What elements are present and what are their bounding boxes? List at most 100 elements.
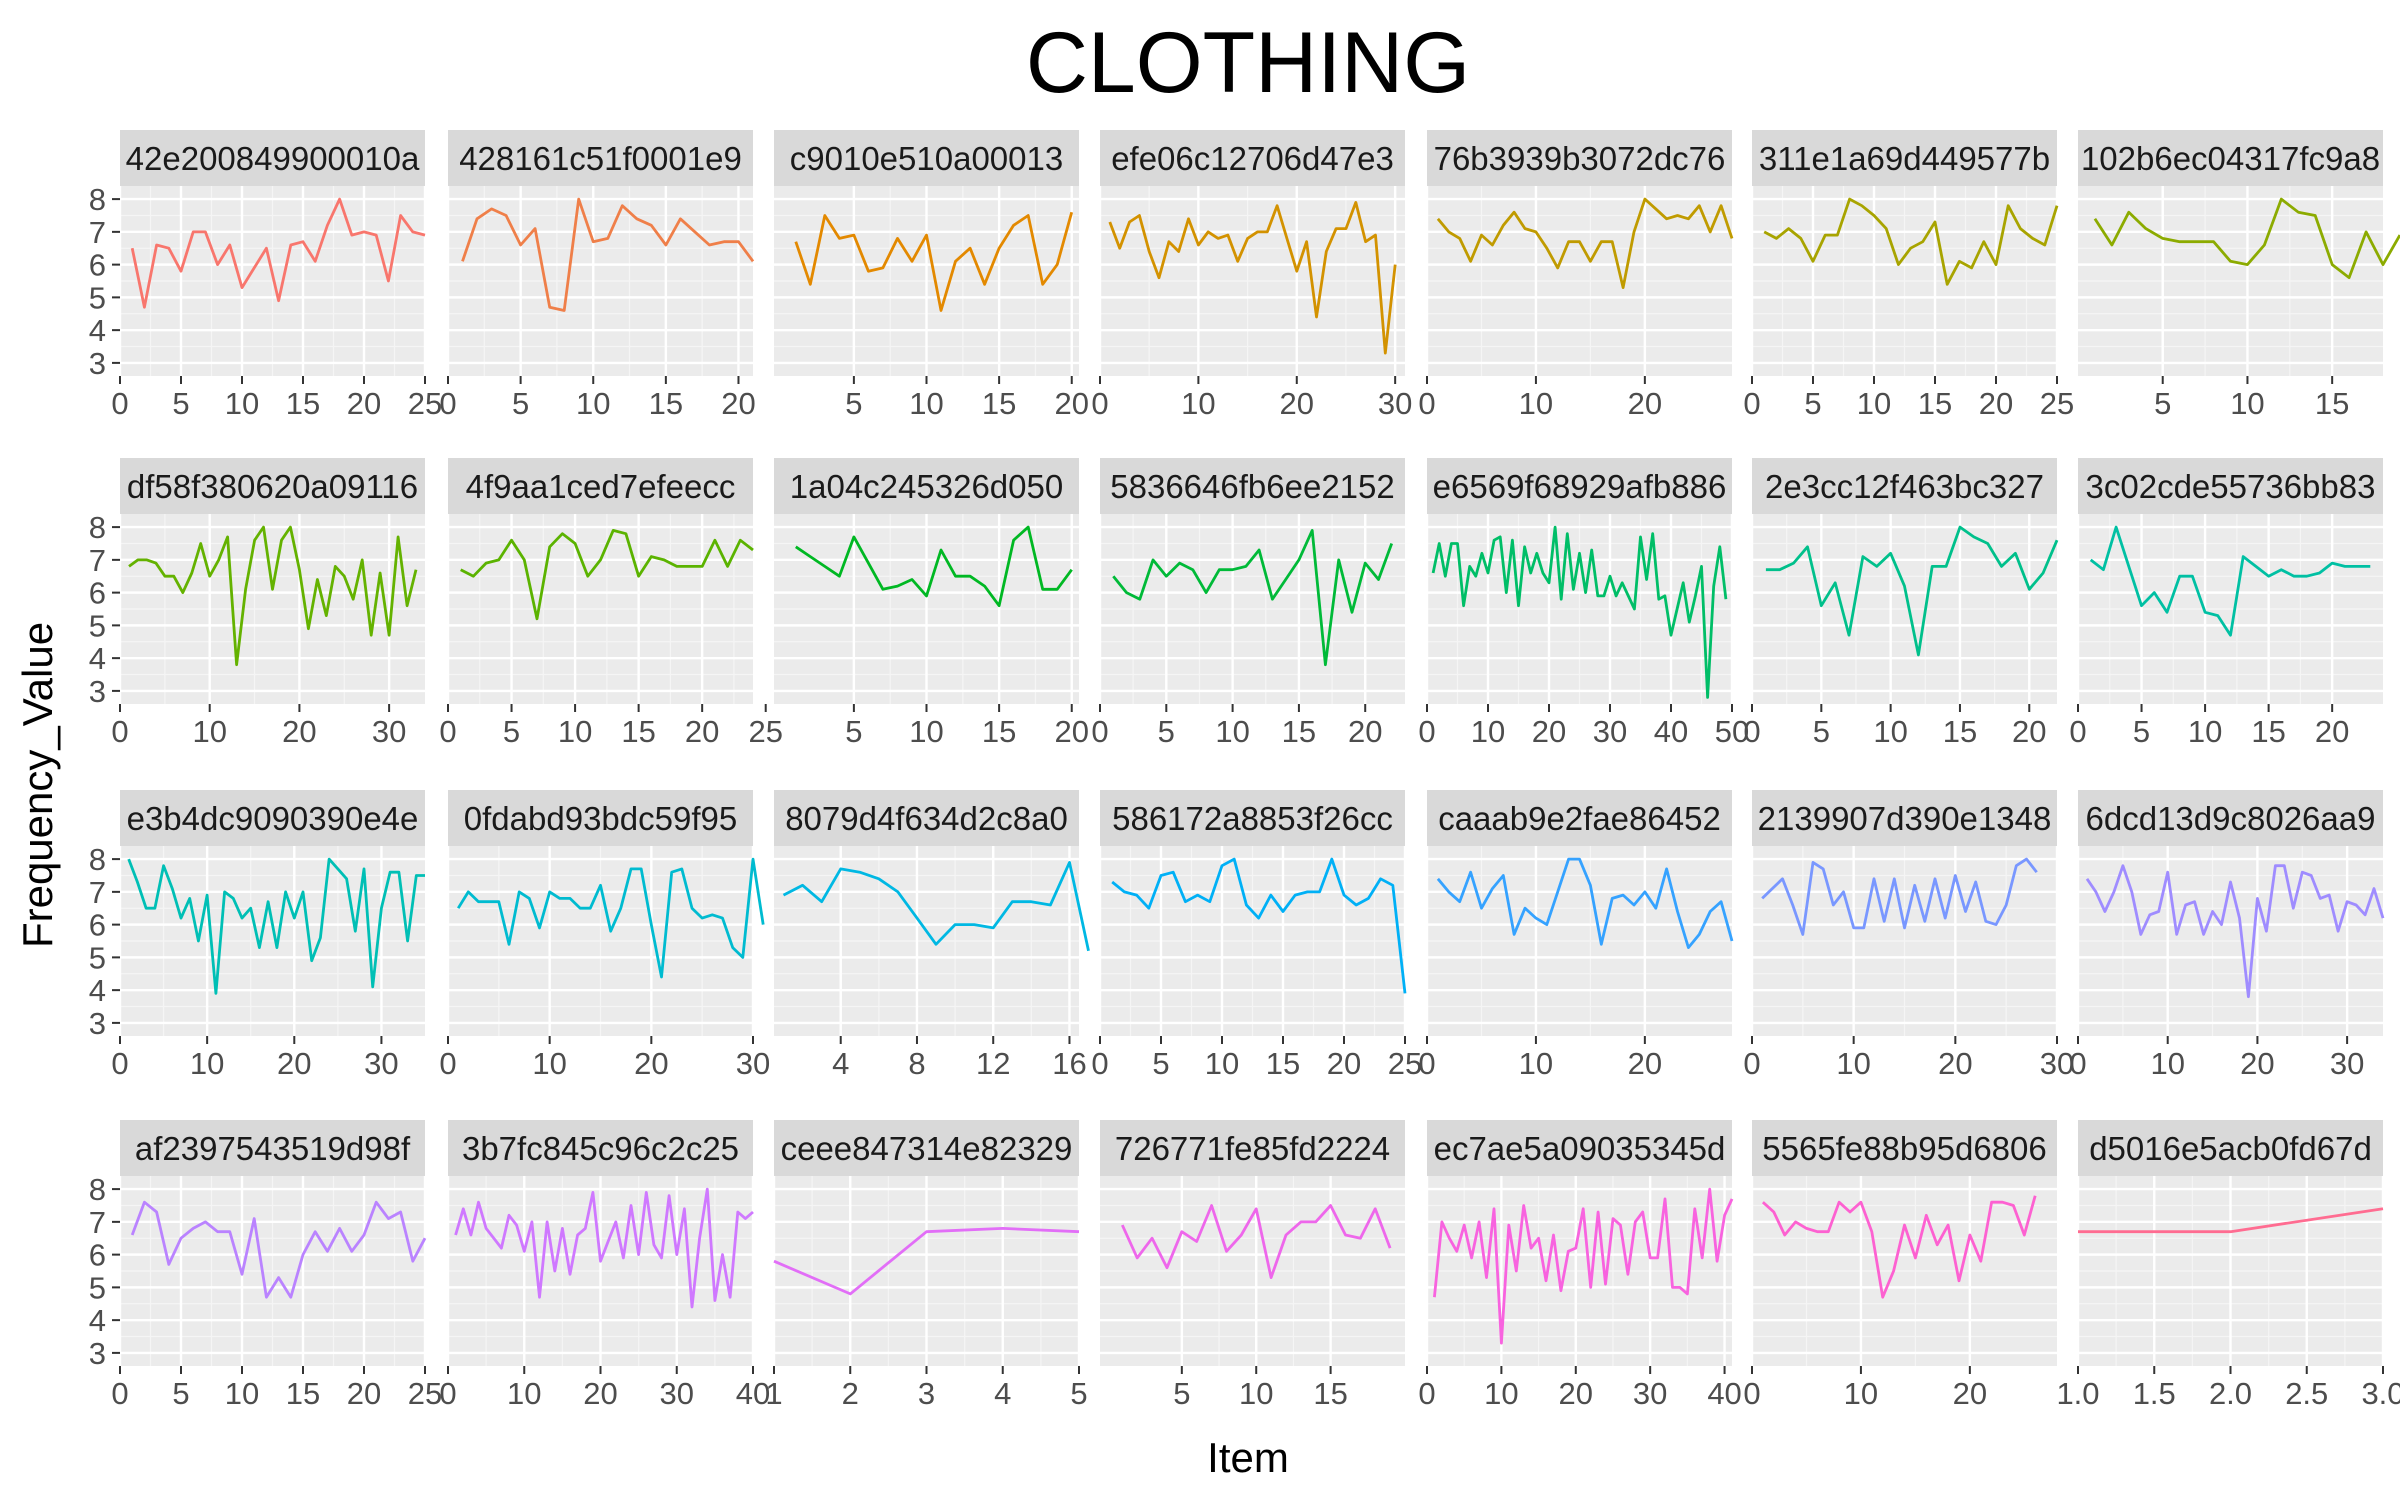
y-tick-label: 4 bbox=[89, 313, 106, 348]
y-tick-label: 4 bbox=[89, 641, 106, 676]
facet-strip-label: 2e3cc12f463bc327 bbox=[1765, 468, 2044, 505]
x-tick-label: 0 bbox=[111, 714, 128, 749]
x-tick-label: 10 bbox=[507, 1376, 541, 1411]
facet-strip bbox=[774, 1120, 1079, 1176]
series-line bbox=[1763, 197, 2059, 286]
y-tick-label: 4 bbox=[89, 973, 106, 1008]
x-tick-label: 10 bbox=[190, 1046, 224, 1081]
facet-panel: 3c02cde55736bb83 0 5 10 15 20 bbox=[2069, 458, 2383, 749]
facet-panel: 102b6ec04317fc9a8 5 10 15 bbox=[2078, 130, 2400, 421]
facet-strip bbox=[120, 130, 425, 186]
x-tick-label: 10 bbox=[225, 386, 259, 421]
series-line bbox=[1431, 525, 1728, 699]
x-tick-label: 10 bbox=[1519, 386, 1553, 421]
facet-strip-label: 5836646fb6ee2152 bbox=[1110, 468, 1394, 505]
x-tick-label: 10 bbox=[225, 1376, 259, 1411]
facet-strip-label: 8079d4f634d2c8a0 bbox=[785, 800, 1068, 837]
x-tick-label: 30 bbox=[2330, 1046, 2364, 1081]
x-tick-label: 10 bbox=[558, 714, 592, 749]
x-tick-label: 20 bbox=[1348, 714, 1382, 749]
series-line bbox=[457, 857, 765, 979]
x-tick-label: 0 bbox=[111, 1046, 128, 1081]
x-tick-label: 5 bbox=[845, 386, 862, 421]
x-tick-label: 15 bbox=[2315, 386, 2349, 421]
x-tick-label: 0 bbox=[1091, 386, 1108, 421]
x-tick-label: 20 bbox=[1532, 714, 1566, 749]
x-tick-label: 10 bbox=[1205, 1046, 1239, 1081]
facet-strip-label: 0fdabd93bdc59f95 bbox=[464, 800, 737, 837]
series-line bbox=[773, 1227, 1080, 1296]
x-tick-label: 10 bbox=[192, 714, 226, 749]
x-tick-label: 5 bbox=[1813, 714, 1830, 749]
facet-strip bbox=[1752, 1120, 2057, 1176]
x-tick-label: 10 bbox=[2188, 714, 2222, 749]
x-tick-label: 0 bbox=[111, 1376, 128, 1411]
facet-strip-label: 428161c51f0001e9 bbox=[459, 140, 742, 177]
series-line bbox=[461, 197, 755, 312]
facet-panel: caaab9e2fae86452 0 10 20 bbox=[1418, 790, 1734, 1081]
facet-strip bbox=[1100, 790, 1405, 846]
x-tick-label: 5 bbox=[172, 1376, 189, 1411]
series-line bbox=[1436, 197, 1734, 290]
x-tick-label: 30 bbox=[372, 714, 406, 749]
facet-strip bbox=[120, 790, 425, 846]
x-tick-label: 3 bbox=[918, 1376, 935, 1411]
x-tick-label: 0 bbox=[2069, 1046, 2086, 1081]
facet-strip-label: 311e1a69d449577b bbox=[1759, 140, 2050, 177]
x-tick-label: 20 bbox=[282, 714, 316, 749]
facet-strip bbox=[2078, 1120, 2383, 1176]
x-tick-label: 15 bbox=[1918, 386, 1952, 421]
facet-strip-label: df58f380620a09116 bbox=[127, 468, 418, 505]
facet-panel: 0fdabd93bdc59f95 0 10 20 30 bbox=[439, 790, 770, 1081]
facet-panel: d5016e5acb0fd67d 1.0 1.5 2.0 2.5 3.0 bbox=[2056, 1120, 2400, 1411]
facet-panel: e6569f68929afb886 0 10 20 30 40 50 bbox=[1418, 458, 1749, 749]
x-tick-label: 10 bbox=[2230, 386, 2264, 421]
series-line bbox=[1121, 1204, 1392, 1279]
y-tick-label: 5 bbox=[89, 608, 106, 643]
y-tick-label: 6 bbox=[89, 1238, 106, 1273]
facet-strip-label: 42e200849900010a bbox=[126, 140, 420, 177]
series-line bbox=[1112, 529, 1394, 667]
x-tick-label: 0 bbox=[1418, 1376, 1435, 1411]
x-tick-label: 10 bbox=[2150, 1046, 2184, 1081]
facet-strip bbox=[1752, 458, 2057, 514]
x-tick-label: 10 bbox=[1857, 386, 1891, 421]
x-tick-label: 20 bbox=[2012, 714, 2046, 749]
x-tick-label: 30 bbox=[660, 1376, 694, 1411]
x-tick-label: 0 bbox=[439, 1046, 456, 1081]
x-tick-label: 5 bbox=[1173, 1376, 1190, 1411]
x-tick-label: 5 bbox=[2133, 714, 2150, 749]
facet-strip bbox=[1427, 130, 1732, 186]
series-line bbox=[130, 197, 426, 309]
y-tick-label: 7 bbox=[89, 543, 106, 578]
series-line bbox=[2089, 525, 2371, 637]
x-axis-label: Item bbox=[1207, 1434, 1289, 1481]
x-tick-label: 0 bbox=[1743, 1046, 1760, 1081]
y-tick-label: 7 bbox=[89, 215, 106, 250]
x-tick-label: 20 bbox=[721, 386, 755, 421]
x-tick-label: 5 bbox=[512, 386, 529, 421]
facet-strip-label: d5016e5acb0fd67d bbox=[2089, 1130, 2372, 1167]
x-tick-label: 15 bbox=[621, 714, 655, 749]
series-line bbox=[1433, 1187, 1734, 1345]
x-tick-label: 0 bbox=[1091, 1046, 1108, 1081]
facet-strip-label: 6dcd13d9c8026aa9 bbox=[2086, 800, 2376, 837]
x-tick-label: 0 bbox=[1743, 386, 1760, 421]
x-tick-label: 25 bbox=[2040, 386, 2074, 421]
x-tick-label: 2.0 bbox=[2209, 1376, 2252, 1411]
series-line bbox=[1761, 1195, 2037, 1299]
facet-panel: 3b7fc845c96c2c25 0 10 20 30 40 bbox=[439, 1120, 770, 1411]
facet-strip-label: efe06c12706d47e3 bbox=[1111, 140, 1394, 177]
x-tick-label: 20 bbox=[1280, 386, 1314, 421]
facet-strip bbox=[120, 1120, 425, 1176]
series-line bbox=[2085, 864, 2385, 999]
facet-panel: 76b3939b3072dc76 0 10 20 bbox=[1418, 130, 1734, 421]
x-tick-label: 10 bbox=[1484, 1376, 1518, 1411]
y-tick-label: 3 bbox=[89, 674, 106, 709]
facet-strip bbox=[448, 1120, 753, 1176]
x-tick-label: 10 bbox=[1873, 714, 1907, 749]
facet-panel: 6dcd13d9c8026aa9 0 10 20 30 bbox=[2069, 790, 2385, 1081]
x-tick-label: 30 bbox=[736, 1046, 770, 1081]
facet-panel: 2e3cc12f463bc327 0 5 10 15 20 bbox=[1743, 458, 2059, 749]
